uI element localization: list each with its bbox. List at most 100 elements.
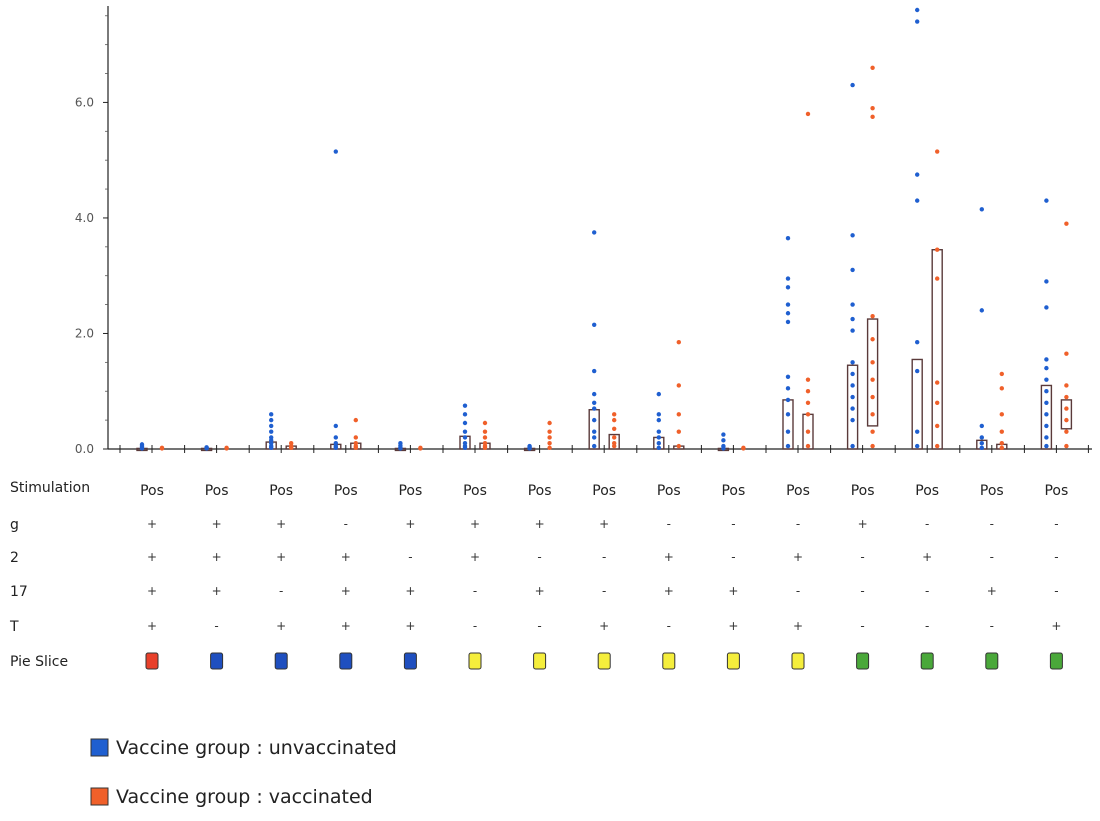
data-point-unvaccinated [592, 417, 597, 423]
data-point-unvaccinated [850, 383, 855, 388]
data-point-vaccinated [547, 420, 552, 426]
data-point-unvaccinated [592, 429, 597, 434]
stimulation-label: Pos [463, 483, 487, 499]
stimulation-label: Pos [721, 483, 745, 499]
marker-sign: - [990, 550, 994, 564]
pie-slice-swatch [920, 652, 934, 670]
data-point-vaccinated [612, 435, 617, 440]
marker-sign: + [341, 550, 351, 564]
data-point-unvaccinated [979, 435, 984, 440]
data-point-unvaccinated [850, 82, 855, 88]
marker-sign: + [987, 584, 997, 598]
data-point-vaccinated [870, 394, 875, 400]
data-point-unvaccinated [915, 172, 920, 177]
data-point-unvaccinated [850, 233, 855, 238]
pie-slice-swatch [468, 652, 482, 670]
marker-sign: - [796, 584, 800, 598]
stimulation-label: Pos [140, 483, 164, 499]
data-point-vaccinated [805, 429, 811, 434]
data-point-unvaccinated [785, 429, 791, 434]
marker-sign: - [473, 584, 477, 598]
data-point-unvaccinated [850, 406, 855, 411]
data-point-vaccinated [870, 412, 875, 417]
marker-sign: + [276, 517, 286, 531]
data-point-unvaccinated [915, 198, 920, 203]
data-point-unvaccinated [269, 435, 274, 440]
y-tick-label: 4.0 [75, 211, 94, 225]
marker-sign: - [602, 550, 606, 564]
data-point-vaccinated [870, 337, 875, 342]
data-point-unvaccinated [785, 276, 791, 281]
data-point-unvaccinated [785, 311, 791, 316]
pie-slice-swatch [1049, 652, 1063, 670]
row-label: 17 [10, 584, 28, 600]
marker-sign: + [470, 517, 480, 531]
pie-slice-swatch [533, 652, 547, 670]
data-point-vaccinated [1064, 406, 1069, 411]
data-point-vaccinated [353, 435, 358, 440]
row-label: g [10, 517, 19, 533]
data-point-unvaccinated [915, 339, 920, 345]
stimulation-table: Stimulation Pos Pos Pos Pos Pos Pos Pos Pos Pos Po… [9, 480, 1068, 670]
data-point-unvaccinated [592, 400, 597, 405]
data-point-unvaccinated [462, 412, 468, 417]
row-label: T [9, 619, 19, 635]
marker-sign: + [728, 584, 738, 598]
marker-sign: + [147, 584, 157, 598]
data-point-unvaccinated [269, 417, 274, 423]
data-point-unvaccinated [656, 412, 661, 417]
pie-slice-swatch [856, 652, 870, 670]
marker-sign: - [860, 550, 864, 564]
y-tick-label: 6.0 [75, 95, 94, 109]
marker-sign: + [664, 550, 674, 564]
data-point-vaccinated [999, 371, 1004, 377]
marker-sign: + [535, 517, 545, 531]
row-label: 2 [10, 550, 19, 566]
data-point-vaccinated [935, 276, 940, 281]
data-point-unvaccinated [785, 319, 791, 325]
data-point-unvaccinated [915, 7, 920, 13]
data-point-vaccinated [676, 412, 681, 417]
data-point-vaccinated [676, 429, 681, 434]
stimulation-label: Pos [528, 483, 552, 499]
data-point-vaccinated [482, 441, 488, 446]
marker-sign: + [664, 584, 674, 598]
box-unvaccinated [1040, 384, 1053, 450]
stimulation-label: Pos [657, 483, 681, 499]
marker-sign: + [341, 619, 351, 633]
marker-sign: - [1054, 550, 1058, 564]
data-points [139, 7, 1069, 451]
marker-sign: - [344, 517, 348, 531]
data-point-unvaccinated [850, 394, 855, 400]
marker-sign: + [212, 550, 222, 564]
data-point-unvaccinated [269, 423, 274, 429]
data-point-unvaccinated [592, 230, 597, 235]
data-point-vaccinated [870, 105, 875, 111]
y-axis-ticks: 0.0 2.0 4.0 6.0 [75, 15, 108, 456]
data-point-unvaccinated [333, 423, 338, 429]
data-point-vaccinated [999, 429, 1004, 434]
marker-sign: + [599, 619, 609, 633]
marker-sign: - [990, 619, 994, 633]
data-point-vaccinated [805, 443, 811, 449]
data-point-vaccinated [805, 400, 811, 405]
marker-sign: - [925, 517, 929, 531]
data-point-vaccinated [999, 386, 1004, 391]
marker-sign: - [537, 550, 541, 564]
data-point-vaccinated [870, 114, 875, 120]
box-vaccinated [1060, 399, 1073, 430]
pie-slice-swatch [662, 652, 676, 670]
marker-sign: + [405, 584, 415, 598]
pie-slice-swatch [791, 652, 805, 670]
marker-sign: + [793, 619, 803, 633]
box-vaccinated [866, 318, 879, 427]
data-point-unvaccinated [979, 441, 984, 446]
data-point-unvaccinated [1044, 377, 1049, 382]
stimulation-label: Pos [1044, 483, 1068, 499]
marker-sign: - [1054, 584, 1058, 598]
data-point-vaccinated [612, 426, 617, 431]
marker-sign: + [276, 619, 286, 633]
data-point-unvaccinated [333, 149, 338, 154]
data-point-vaccinated [547, 445, 552, 451]
